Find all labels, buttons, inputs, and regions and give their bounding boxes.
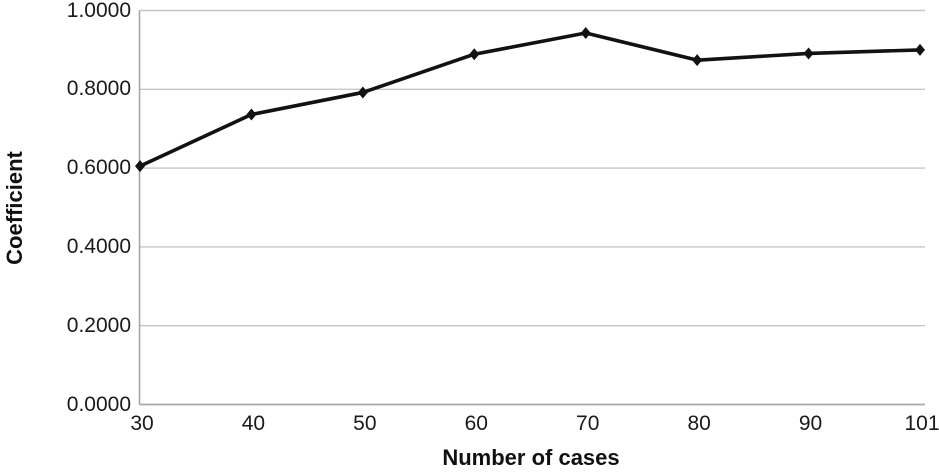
x-tick-label: 80 (687, 412, 711, 435)
x-tick-label: 40 (241, 412, 266, 435)
x-tick-label: 90 (798, 412, 823, 435)
y-tick-label: 0.8000 (66, 77, 131, 101)
data-point-marker (803, 47, 814, 60)
y-tick-label: 1.0000 (66, 0, 131, 22)
data-point-marker (135, 160, 145, 173)
x-tick-label: 70 (576, 412, 600, 435)
data-point-marker (580, 26, 591, 39)
y-tick-label: 0.0000 (66, 392, 131, 416)
y-tick-label: 0.4000 (66, 234, 131, 258)
data-point-marker (915, 43, 925, 56)
x-axis-title: Number of cases (442, 445, 620, 470)
data-point-marker (469, 48, 480, 61)
y-tick-label: 0.2000 (66, 313, 131, 337)
data-point-marker (357, 86, 368, 99)
data-series-line (138, 31, 922, 168)
data-point-marker (692, 54, 703, 67)
y-axis-title: Coefficient (2, 151, 27, 265)
data-point-marker (246, 108, 257, 121)
x-tick-label: 30 (130, 412, 154, 435)
x-tick-label: 50 (353, 412, 377, 435)
x-tick-label: 60 (464, 412, 488, 435)
x-tick-label: 101 (904, 412, 939, 435)
y-tick-label: 0.6000 (66, 156, 131, 180)
